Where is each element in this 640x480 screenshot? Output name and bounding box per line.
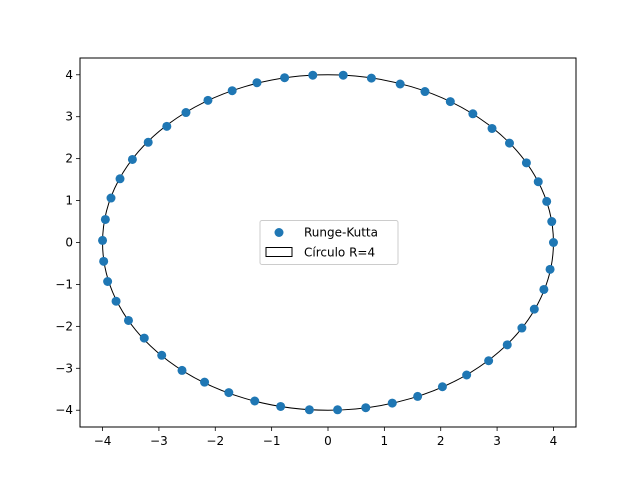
scatter-point-6 [487, 123, 497, 133]
y-tick-label-4: 0 [65, 236, 73, 250]
legend-box [259, 220, 399, 265]
scatter-point-28 [111, 296, 121, 306]
scatter-point-4 [521, 158, 531, 168]
y-tick-label-6: 2 [65, 152, 73, 166]
scatter-point-47 [529, 304, 539, 314]
x-tick-label-7: 3 [493, 434, 501, 448]
scatter-point-13 [308, 70, 318, 80]
scatter-point-41 [413, 391, 423, 401]
y-tick-label-8: 4 [65, 68, 73, 82]
scatter-point-15 [252, 78, 262, 88]
scatter-point-1 [547, 217, 557, 227]
scatter-point-14 [280, 73, 290, 83]
x-axis-ticks: −4 −3 −2 −1 0 1 2 3 4 [94, 427, 558, 448]
scatter-point-25 [98, 235, 108, 245]
data-points [98, 70, 558, 415]
scatter-point-12 [338, 70, 348, 80]
scatter-point-0 [548, 238, 558, 247]
y-tick-label-1: −3 [55, 361, 73, 375]
scatter-point-7 [468, 109, 478, 119]
legend-marker-runge-kutta [274, 228, 284, 237]
scatter-point-24 [100, 214, 110, 224]
scatter-point-26 [99, 256, 109, 266]
y-axis-ticks: −4 −3 −2 −1 0 1 2 3 4 [55, 68, 80, 417]
y-tick-label-5: 1 [65, 194, 73, 208]
scatter-point-17 [203, 95, 213, 105]
scatter-point-49 [545, 264, 555, 274]
scatter-point-10 [395, 79, 405, 89]
scatter-point-3 [533, 177, 543, 187]
legend-label-runge-kutta: Runge-Kutta [304, 226, 378, 240]
y-tick-label-3: −1 [55, 277, 73, 291]
scatter-point-32 [177, 365, 187, 375]
scatter-point-21 [127, 154, 137, 164]
scatter-point-19 [162, 121, 172, 131]
x-tick-label-6: 2 [437, 434, 445, 448]
scatter-point-23 [106, 193, 116, 203]
y-tick-label-0: −4 [55, 403, 73, 417]
scatter-point-33 [200, 377, 210, 387]
x-tick-label-3: −1 [263, 434, 281, 448]
scatter-point-38 [333, 405, 343, 415]
legend: Runge-Kutta Círculo R=4 [259, 220, 399, 265]
x-tick-label-1: −3 [150, 434, 168, 448]
scatter-point-48 [539, 284, 549, 294]
scatter-point-45 [502, 340, 512, 350]
scatter-point-46 [517, 323, 527, 333]
scatter-point-22 [115, 174, 125, 184]
x-tick-label-0: −4 [94, 434, 112, 448]
x-tick-label-2: −2 [206, 434, 224, 448]
scatter-point-39 [361, 403, 371, 413]
x-tick-label-4: 0 [324, 434, 332, 448]
scatter-point-18 [181, 108, 191, 118]
x-tick-label-5: 1 [381, 434, 389, 448]
scatter-point-34 [224, 388, 234, 398]
scatter-point-30 [139, 333, 149, 343]
scatter-point-20 [143, 137, 153, 147]
scatter-point-42 [437, 382, 447, 392]
scatter-point-8 [445, 97, 455, 107]
scatter-point-2 [542, 196, 552, 206]
scatter-point-27 [103, 276, 113, 286]
scatter-point-11 [366, 73, 376, 83]
scatter-point-16 [227, 86, 237, 96]
x-tick-label-8: 4 [550, 434, 558, 448]
legend-marker-circle [265, 247, 293, 257]
y-tick-label-7: 3 [65, 110, 73, 124]
scatter-point-43 [462, 370, 472, 380]
scatter-point-9 [420, 87, 430, 97]
scatter-point-5 [504, 138, 514, 148]
y-tick-label-2: −2 [55, 319, 73, 333]
scatter-point-36 [276, 401, 286, 411]
scatter-point-40 [387, 398, 397, 408]
scatter-point-44 [484, 356, 494, 366]
scatter-point-29 [123, 315, 133, 325]
scatter-point-37 [304, 405, 314, 415]
scatter-point-35 [250, 396, 260, 406]
legend-label-circle: Círculo R=4 [304, 246, 375, 260]
scatter-point-31 [157, 350, 167, 360]
